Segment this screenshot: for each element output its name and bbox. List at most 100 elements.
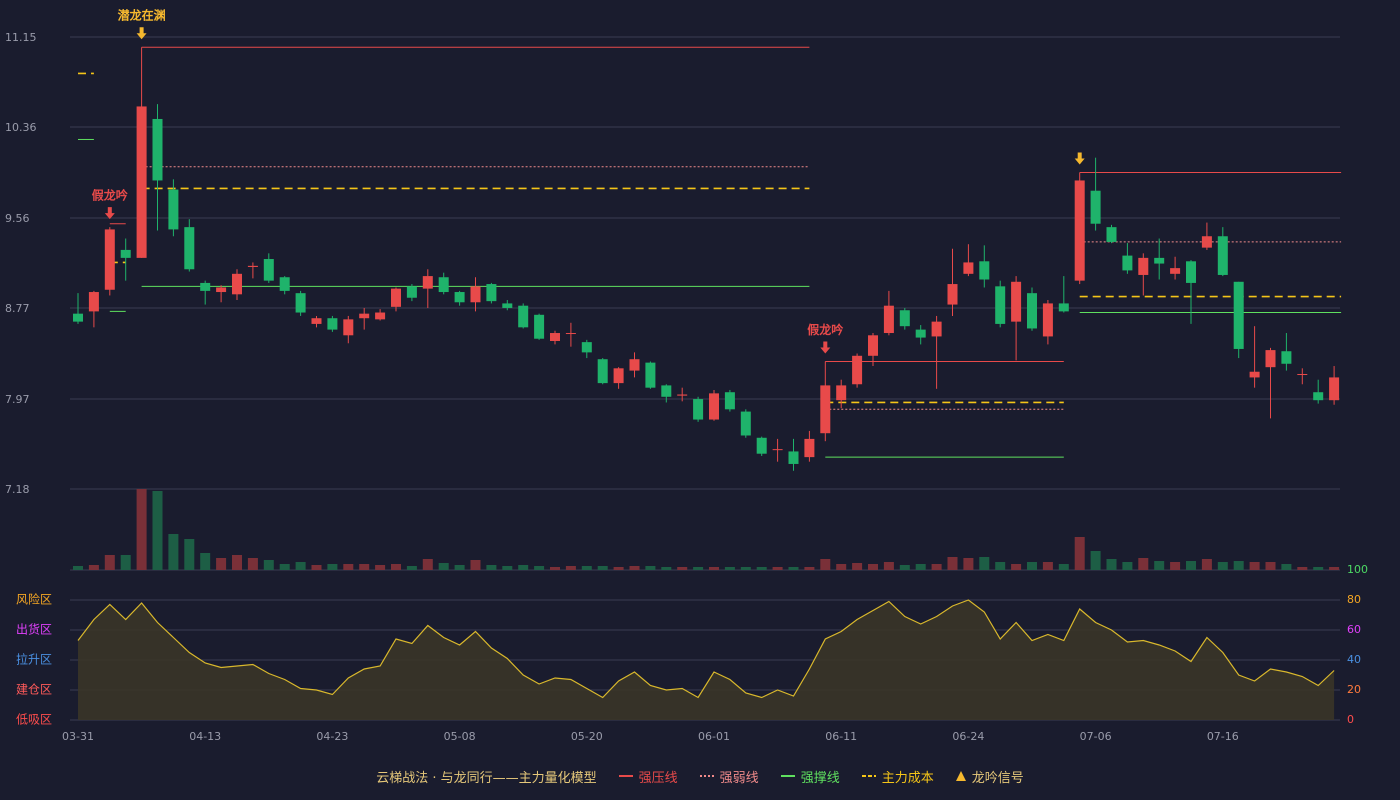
candle-body xyxy=(486,284,497,302)
candle-body xyxy=(677,394,688,396)
candle-body xyxy=(1122,255,1133,271)
volume-bar xyxy=(1329,567,1340,570)
candle-body xyxy=(406,286,417,298)
candle-body xyxy=(788,451,799,464)
legend-swatch xyxy=(955,771,966,781)
candle-body xyxy=(454,292,465,303)
volume-bar xyxy=(422,559,433,570)
legend-label: 强压线 xyxy=(638,770,678,786)
volume-bar xyxy=(518,565,529,570)
volume-bar xyxy=(295,562,306,570)
volume-bar xyxy=(1233,561,1244,570)
candle-body xyxy=(247,265,258,267)
candle-body xyxy=(88,292,99,312)
volume-bar xyxy=(73,566,83,570)
volume-bar xyxy=(883,562,894,570)
candle-body xyxy=(550,333,560,341)
candle-body xyxy=(645,362,656,388)
candle-body xyxy=(152,118,163,181)
x-tick-label: 05-08 xyxy=(444,730,476,743)
volume-bar xyxy=(645,566,656,570)
volume-bar xyxy=(470,560,481,570)
x-tick-label: 05-20 xyxy=(571,730,603,743)
y-tick-label: 9.56 xyxy=(5,212,30,225)
volume-bar xyxy=(120,555,131,570)
legend: 云梯战法 · 与龙同行——主力量化模型 强压线 强弱线 强撑线 主力成本 龙吟信号 xyxy=(0,764,1400,788)
candle-body xyxy=(565,333,576,335)
volume-bar xyxy=(629,566,640,570)
candle-body xyxy=(73,313,83,322)
candle-body xyxy=(995,286,1006,324)
candle-body xyxy=(756,437,767,454)
legend-swatch xyxy=(780,775,795,777)
volume-bar xyxy=(1027,562,1037,570)
legend-swatch xyxy=(699,775,714,777)
volume-bar xyxy=(454,565,465,570)
legend-label: 强弱线 xyxy=(719,770,759,786)
candle-body xyxy=(963,262,974,274)
volume-bar xyxy=(788,567,799,570)
volume-bar xyxy=(1201,559,1212,570)
candle-body xyxy=(168,189,179,230)
zone-label: 低吸区 xyxy=(16,713,52,727)
volume-bar xyxy=(1186,561,1196,570)
zone-label: 风险区 xyxy=(16,592,52,607)
candle-body xyxy=(836,385,847,401)
volume-bar xyxy=(1106,559,1117,570)
candle-body xyxy=(613,368,624,384)
volume-bar xyxy=(359,564,370,570)
candle-body xyxy=(438,277,449,293)
candle-body xyxy=(1201,236,1212,248)
candle-body xyxy=(820,385,831,434)
volume-bar xyxy=(772,567,783,570)
volume-bar xyxy=(1281,564,1292,570)
chart: 7.18 7.97 8.77 9.56 10.36 11.15 0 20 40 60 80 100 风险… xyxy=(5,8,1368,743)
signal-arrow xyxy=(1074,152,1085,165)
y-tick-label: 8.77 xyxy=(5,302,30,315)
volume-bar xyxy=(343,564,354,570)
candle-body xyxy=(120,249,131,258)
candle-body xyxy=(1090,190,1101,224)
volume-bar xyxy=(1217,562,1228,570)
candle-body xyxy=(915,329,926,338)
legend-label: 强撑线 xyxy=(800,770,840,786)
volume-bar xyxy=(1249,562,1260,570)
candle-body xyxy=(136,106,147,258)
legend-label: 龙吟信号 xyxy=(971,770,1024,786)
candle-body xyxy=(979,261,990,280)
x-tick-label: 04-13 xyxy=(189,730,221,743)
y2-tick-label: 20 xyxy=(1347,683,1361,696)
volume-bar xyxy=(502,566,513,570)
candle-body xyxy=(1074,180,1085,281)
candle-body xyxy=(311,318,322,324)
volume-bar xyxy=(486,565,497,570)
x-tick-label: 04-23 xyxy=(316,730,348,743)
y-tick-label: 10.36 xyxy=(5,121,37,134)
volume-bar xyxy=(184,539,195,570)
candle-body xyxy=(1138,257,1149,275)
volume-bar xyxy=(868,564,878,570)
candle-body xyxy=(295,293,306,313)
candle-body xyxy=(581,342,592,353)
volume-bar xyxy=(327,564,338,570)
signal-label: 潜龙在渊 xyxy=(118,8,166,23)
candle-body xyxy=(1217,236,1228,275)
candle-body xyxy=(883,305,894,334)
signal-arrow xyxy=(104,207,115,220)
signal-label: 假龙吟 xyxy=(807,322,843,337)
candle-body xyxy=(724,392,735,410)
candle-body xyxy=(359,313,370,319)
y2-tick-label: 80 xyxy=(1347,593,1361,606)
y-tick-label: 7.18 xyxy=(5,483,30,496)
volume-bar xyxy=(1297,567,1308,570)
candle-body xyxy=(200,282,211,291)
volume-bar xyxy=(1042,562,1053,570)
volume-bar xyxy=(661,567,672,570)
volume-bar xyxy=(391,564,401,570)
candle-body xyxy=(852,355,863,385)
volume-bar xyxy=(1058,564,1069,570)
candle-body xyxy=(1249,371,1260,378)
y-tick-label: 7.97 xyxy=(5,393,30,406)
candle-body xyxy=(1154,257,1165,264)
